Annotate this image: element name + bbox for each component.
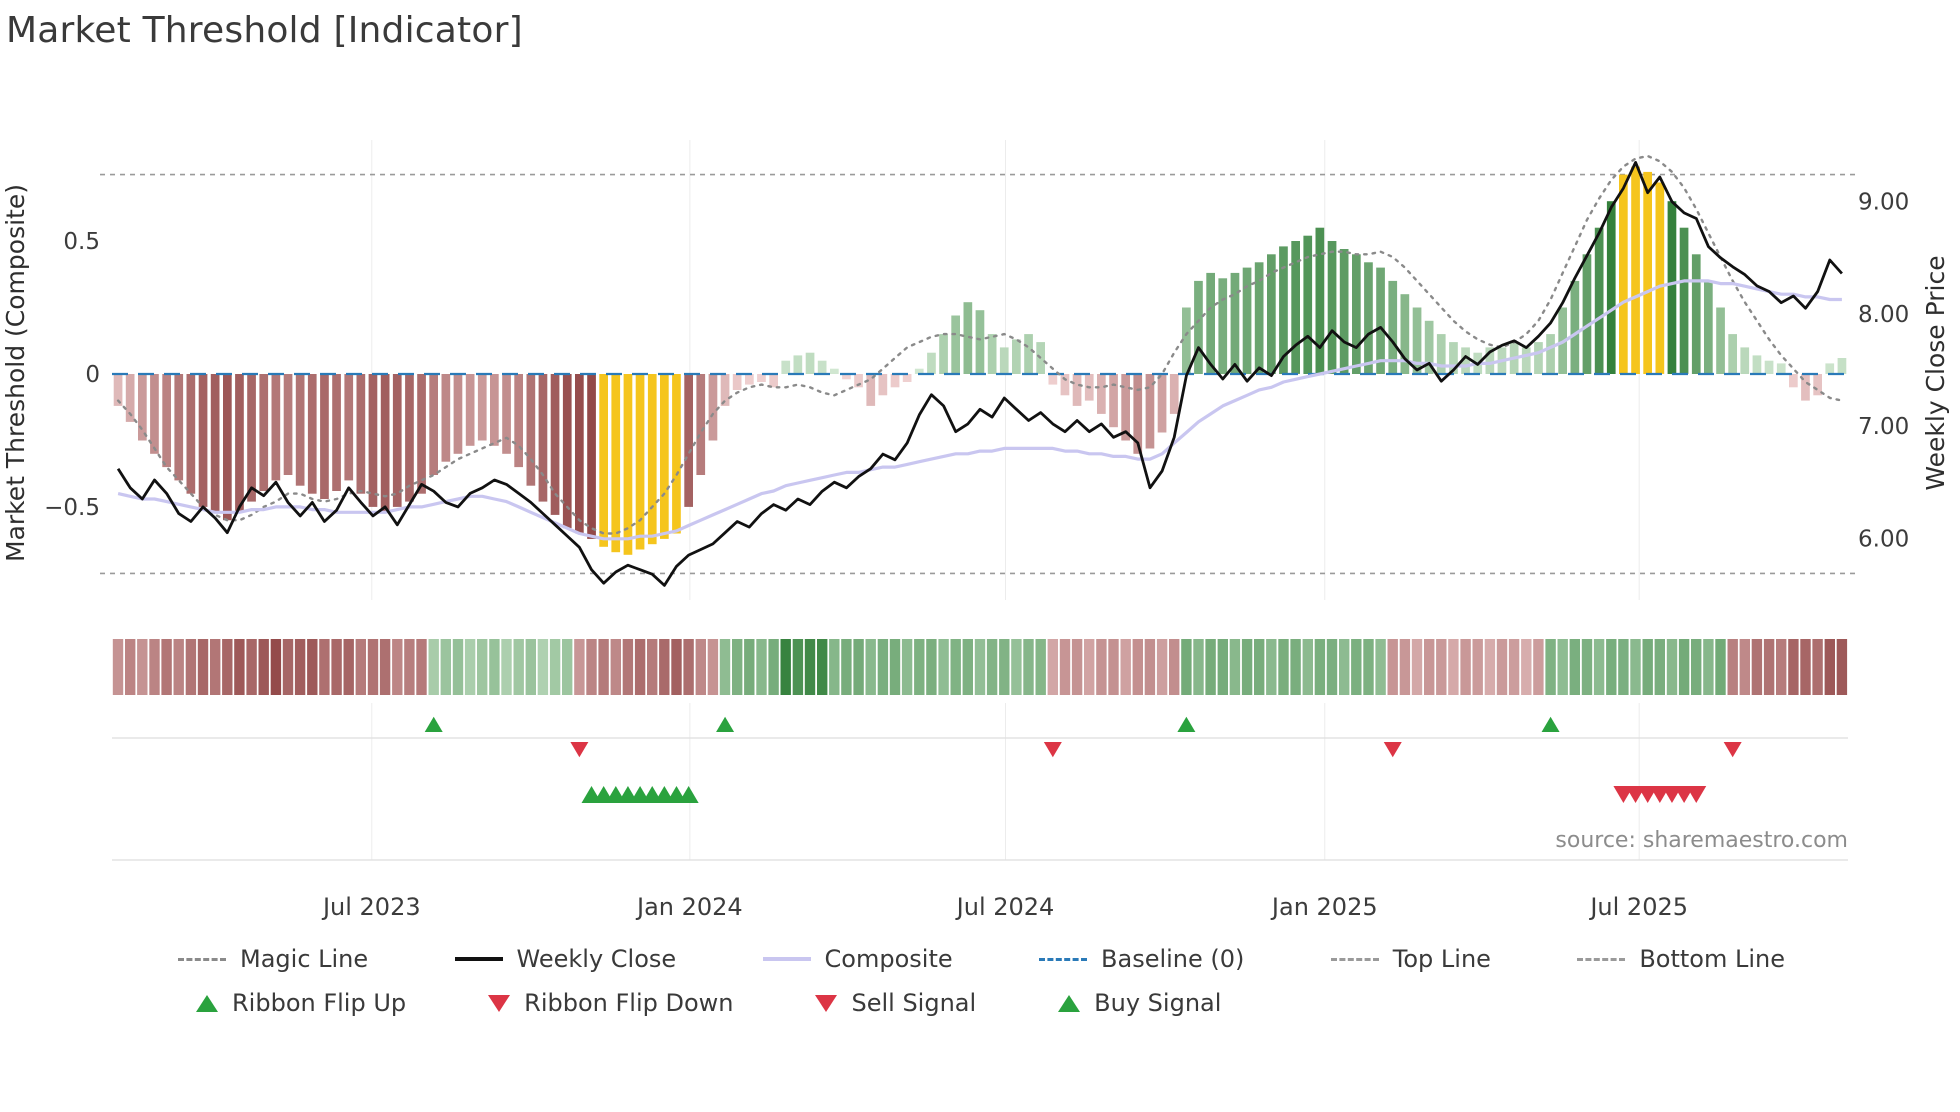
- legend-item-bottom-line: Bottom Line: [1577, 945, 1785, 973]
- legend: Magic Line Weekly Close Composite Baseli…: [0, 945, 1960, 1017]
- legend-label: Baseline (0): [1101, 945, 1245, 973]
- svg-text:9.00: 9.00: [1858, 190, 1909, 216]
- svg-text:Jul 2024: Jul 2024: [955, 893, 1055, 921]
- ribbon-flip-up-icon: [196, 994, 218, 1012]
- legend-item-ribbon-flip-up: Ribbon Flip Up: [196, 989, 406, 1017]
- right-axis-title: Weekly Close Price: [1921, 255, 1950, 490]
- top-line-swatch-icon: [1330, 957, 1379, 961]
- sell-signal-icon: [815, 994, 838, 1012]
- svg-text:Jan 2024: Jan 2024: [635, 893, 743, 921]
- legend-item-weekly-close: Weekly Close: [454, 945, 677, 973]
- legend-label: Bottom Line: [1639, 945, 1785, 973]
- legend-item-composite: Composite: [762, 945, 953, 973]
- chart-canvas: 0.5 0 −0.5 9.00 8.00 7.00 6.00 Jul 2023 Jan 2024…: [1, 140, 1950, 921]
- svg-text:Jul 2025: Jul 2025: [1588, 893, 1688, 921]
- left-axis-title: Market Threshold (Composite): [1, 184, 30, 562]
- svg-text:Jul 2023: Jul 2023: [321, 893, 421, 921]
- source-credit: source: sharemaestro.com: [1555, 828, 1848, 853]
- svg-text:−0.5: −0.5: [44, 495, 100, 521]
- svg-text:8.00: 8.00: [1858, 302, 1909, 328]
- legend-label: Top Line: [1392, 945, 1491, 973]
- legend-label: Ribbon Flip Up: [232, 989, 407, 1017]
- page-title: Market Threshold [Indicator]: [6, 10, 523, 51]
- legend-row-markers: Ribbon Flip Up Ribbon Flip Down Sell Sig…: [0, 989, 1960, 1017]
- legend-item-baseline: Baseline (0): [1039, 945, 1244, 973]
- legend-item-magic-line: Magic Line: [178, 945, 368, 973]
- legend-label: Ribbon Flip Down: [524, 989, 734, 1017]
- magic-line-swatch-icon: [178, 957, 226, 961]
- legend-label: Magic Line: [240, 945, 369, 973]
- chart-area: 0.5 0 −0.5 9.00 8.00 7.00 6.00 Jul 2023 Jan 2024…: [0, 55, 1960, 939]
- buy-signal-icon: [1058, 994, 1081, 1012]
- legend-label: Sell Signal: [851, 989, 977, 1017]
- legend-item-sell-signal: Sell Signal: [815, 989, 976, 1017]
- svg-text:0: 0: [85, 362, 100, 388]
- legend-item-ribbon-flip-down: Ribbon Flip Down: [488, 989, 733, 1017]
- legend-label: Weekly Close: [516, 945, 677, 973]
- svg-text:0.5: 0.5: [63, 229, 100, 255]
- ribbon-flip-down-icon: [488, 994, 511, 1012]
- svg-text:Jan 2025: Jan 2025: [1270, 893, 1378, 921]
- svg-text:6.00: 6.00: [1858, 526, 1909, 552]
- legend-item-buy-signal: Buy Signal: [1058, 989, 1221, 1017]
- legend-row-lines: Magic Line Weekly Close Composite Baseli…: [0, 945, 1960, 973]
- weekly-close-swatch-icon: [454, 957, 503, 961]
- svg-text:7.00: 7.00: [1858, 414, 1909, 440]
- bottom-line-swatch-icon: [1577, 957, 1626, 961]
- legend-label: Buy Signal: [1094, 989, 1222, 1017]
- generated-chart-layers: 0.5 0 −0.5 9.00 8.00 7.00 6.00 Jul 2023 Jan 2024…: [44, 140, 1909, 921]
- page: Market Threshold [Indicator] 0.5 0 −0.5 9.0…: [0, 10, 1960, 1112]
- legend-label: Composite: [824, 945, 953, 973]
- composite-swatch-icon: [762, 957, 811, 961]
- baseline-swatch-icon: [1039, 957, 1088, 961]
- legend-item-top-line: Top Line: [1330, 945, 1491, 973]
